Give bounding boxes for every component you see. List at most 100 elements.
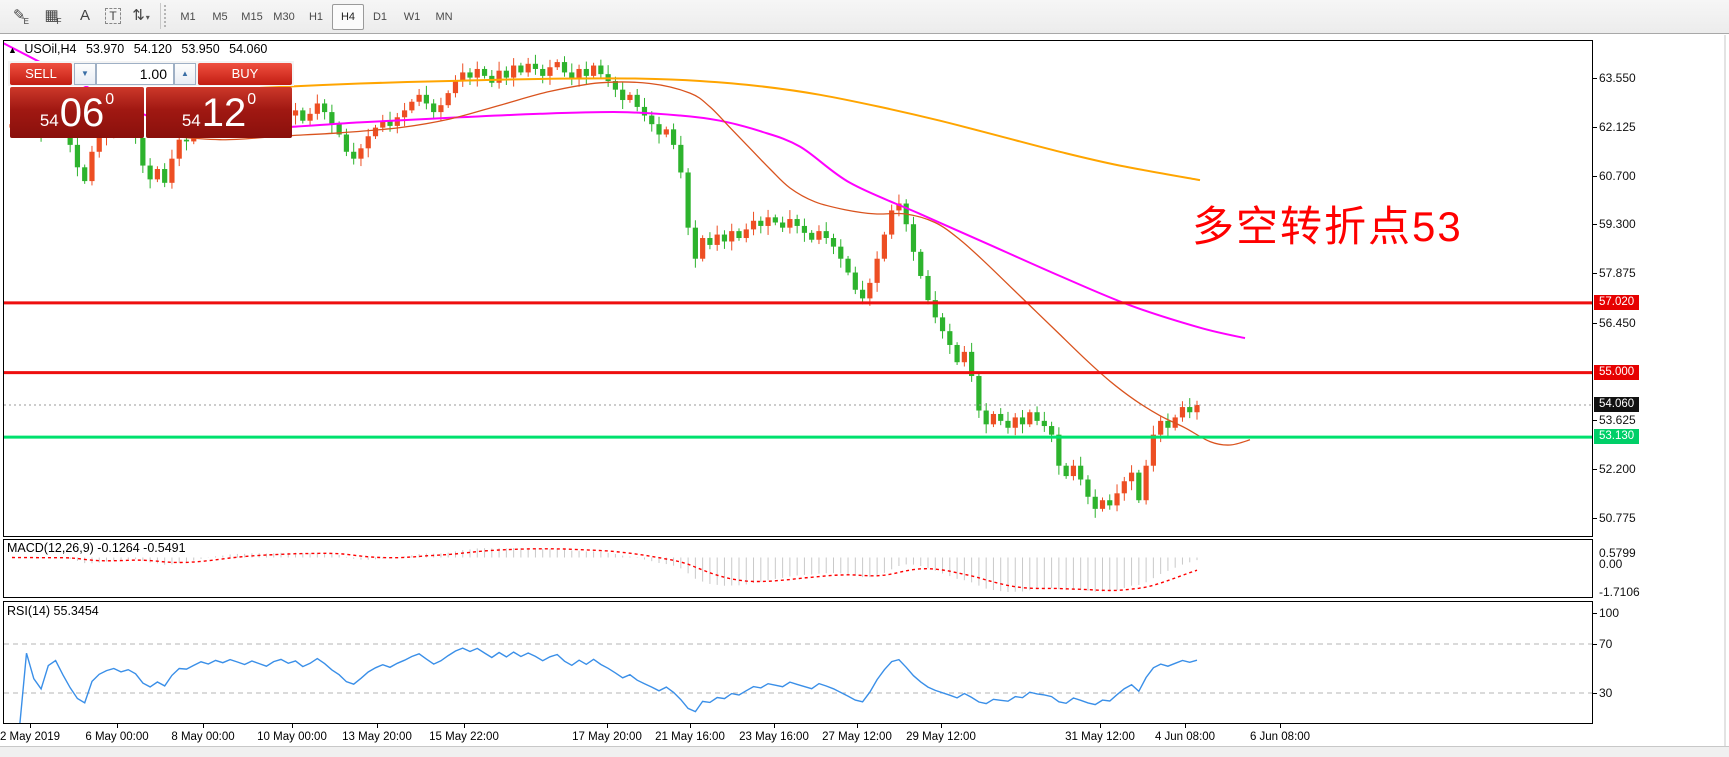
rsi-axis-tick	[1593, 644, 1597, 645]
grid-icon[interactable]: ▦F	[44, 7, 62, 26]
toolbar-drag-handle[interactable]	[164, 5, 170, 27]
window-right-edge	[1724, 35, 1726, 746]
timeframe-button-m5[interactable]: M5	[212, 11, 228, 23]
time-axis-tick	[292, 724, 293, 728]
indicators-icon[interactable]: ✎E	[13, 7, 29, 26]
buy-button[interactable]: BUY	[198, 63, 292, 85]
time-axis-label: 15 May 22:00	[429, 731, 499, 743]
time-axis-tick	[690, 724, 691, 728]
timeframe-button-h1[interactable]: H1	[308, 11, 324, 23]
level-price-badge: 53.130	[1594, 429, 1640, 445]
volume-input[interactable]: 1.00	[96, 63, 174, 85]
time-axis-label: 8 May 00:00	[171, 731, 235, 743]
price-axis-label: 62.125	[1599, 119, 1636, 134]
time-axis-label: 6 Jun 08:00	[1249, 731, 1311, 743]
ohlc-close: 54.060	[229, 42, 268, 56]
timeframe-button-d1[interactable]: D1	[372, 11, 388, 23]
level-price-badge: 55.000	[1594, 364, 1640, 380]
buy-price-major: 54	[181, 111, 201, 130]
chevron-down-icon: ▼	[81, 69, 89, 78]
price-axis-label: 63.550	[1599, 70, 1636, 85]
symbol-header: ▲ USOil,H4 53.970 54.120 53.950 54.060	[8, 42, 273, 56]
price-axis-tick	[1593, 175, 1597, 177]
price-axis-label: 52.200	[1599, 462, 1636, 477]
sell-button[interactable]: SELL	[10, 63, 72, 85]
timeframe-button-mn[interactable]: MN	[435, 11, 453, 23]
text-label-icon[interactable]: A	[79, 7, 90, 24]
chevron-up-icon: ▲	[181, 69, 189, 78]
timeframe-button-m30[interactable]: M30	[273, 11, 295, 23]
time-axis-label: 4 Jun 08:00	[1154, 731, 1216, 743]
price-axis-tick	[1593, 77, 1597, 79]
price-axis-label: 53.625	[1599, 413, 1636, 427]
time-axis[interactable]	[3, 724, 1593, 746]
macd-axis-label: 0.00	[1599, 557, 1623, 571]
level-price-badge: 57.020	[1594, 294, 1640, 310]
price-axis-tick	[1593, 518, 1597, 520]
time-axis-label: 2 May 2019	[0, 731, 61, 743]
rsi-axis-label: 30	[1599, 686, 1613, 700]
textbox-icon[interactable]: T	[100, 4, 126, 28]
price-axis-label: 59.300	[1599, 217, 1636, 232]
buy-price-pip: 0	[247, 91, 257, 108]
time-axis-tick	[30, 724, 31, 728]
timeframe-button-m15[interactable]: M15	[241, 11, 263, 23]
time-axis-tick	[377, 724, 378, 728]
time-axis-label: 10 May 00:00	[257, 731, 327, 743]
macd-axis-label: 0.5799	[1599, 546, 1636, 560]
price-axis-label: 57.875	[1599, 266, 1636, 281]
time-axis-label: 17 May 20:00	[572, 731, 642, 743]
macd-pane[interactable]	[3, 539, 1593, 598]
rsi-pane[interactable]	[3, 601, 1593, 724]
rsi-axis-label: 70	[1599, 637, 1613, 651]
price-axis-tick	[1593, 273, 1597, 275]
sell-price-display[interactable]: 54 06 0	[10, 87, 144, 138]
price-axis-label: 50.775	[1599, 511, 1636, 526]
rsi-axis-tick	[1593, 693, 1597, 694]
time-axis-tick	[857, 724, 858, 728]
time-axis-label: 13 May 20:00	[342, 731, 412, 743]
sell-price-pip: 0	[105, 91, 115, 108]
time-axis-tick	[1280, 724, 1281, 728]
macd-label: MACD(12,26,9) -0.1264 -0.5491	[7, 541, 186, 555]
buy-price-big-digits: 12	[201, 90, 247, 135]
toolbar-separator	[160, 3, 161, 29]
timeframe-group: M1 M5 M15 M30 H1 H4 D1 W1 MN	[172, 4, 460, 30]
toolbar: ✎E ▦F A T ⇅▾ M1 M5 M15 M30 H1 H4 D1 W1 MN	[0, 0, 1729, 34]
timeframe-button-w1[interactable]: W1	[403, 11, 421, 23]
ohlc-high: 54.120	[133, 42, 172, 56]
time-axis-tick	[941, 724, 942, 728]
time-axis-tick	[1100, 724, 1101, 728]
rsi-label: RSI(14) 55.3454	[7, 604, 99, 618]
rsi-axis-tick	[1593, 613, 1597, 614]
chart-text-annotation: 多空转折点53	[1192, 203, 1463, 250]
time-axis-tick	[607, 724, 608, 728]
price-axis-label: 60.700	[1599, 168, 1636, 183]
ohlc-open: 53.970	[85, 42, 125, 56]
timeframe-button-h4[interactable]: H4	[332, 4, 364, 30]
sell-price-major: 54	[39, 111, 59, 130]
current-price-badge: 54.060	[1594, 397, 1640, 412]
time-axis-tick	[117, 724, 118, 728]
time-axis-label: 21 May 16:00	[655, 731, 725, 743]
time-axis-label: 23 May 16:00	[739, 731, 809, 743]
buy-price-display[interactable]: 54 12 0	[146, 87, 292, 138]
ohlc-low: 53.950	[181, 42, 220, 56]
sell-price-big-digits: 06	[59, 90, 105, 135]
time-axis-label: 27 May 12:00	[822, 731, 892, 743]
volume-decrease-button[interactable]: ▼	[74, 63, 96, 85]
price-axis-label: 56.450	[1599, 315, 1636, 330]
price-axis-tick	[1593, 322, 1597, 324]
price-axis-tick	[1593, 469, 1597, 471]
time-axis-tick	[464, 724, 465, 728]
arrows-objects-icon[interactable]: ⇅▾	[132, 7, 150, 24]
timeframe-button-m1[interactable]: M1	[180, 11, 196, 23]
price-axis-tick	[1593, 126, 1597, 128]
price-axis-tick	[1593, 224, 1597, 226]
symbol-marker-icon: ▲	[8, 45, 17, 55]
macd-axis-label: -1.7106	[1599, 585, 1640, 599]
time-axis-label: 6 May 00:00	[85, 731, 149, 743]
symbol-title: USOil,H4	[24, 42, 77, 56]
rsi-axis-label: 100	[1599, 606, 1620, 620]
volume-increase-button[interactable]: ▲	[174, 63, 196, 85]
